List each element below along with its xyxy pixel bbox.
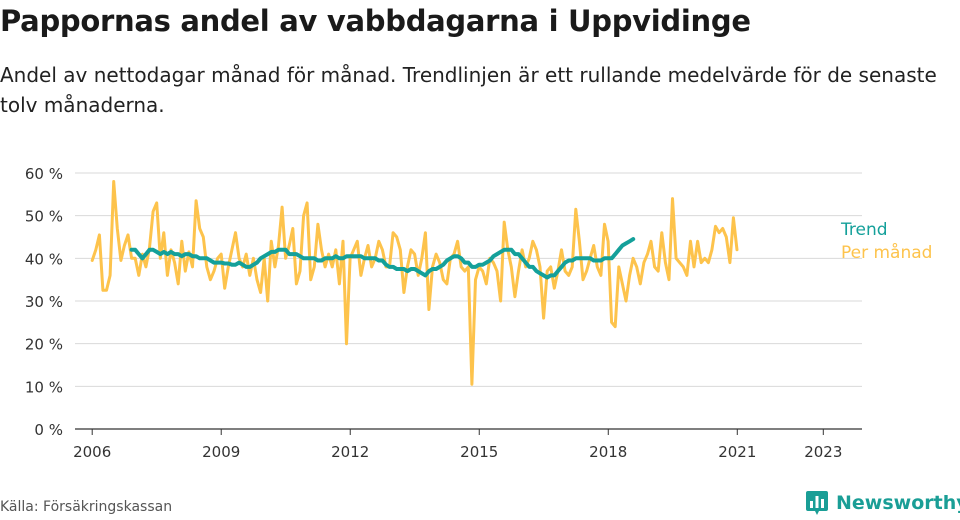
y-tick-label: 60 %	[25, 165, 63, 183]
y-tick-label: 50 %	[25, 208, 63, 226]
x-tick-label: 2006	[73, 443, 111, 461]
newsworthy-logo-icon	[806, 491, 828, 515]
x-tick-label: 2015	[460, 443, 498, 461]
y-tick-label: 20 %	[25, 336, 63, 354]
page-subtitle: Andel av nettodagar månad för månad. Tre…	[0, 63, 937, 117]
y-tick-label: 0 %	[34, 421, 63, 439]
y-tick-label: 10 %	[25, 378, 63, 396]
page-title: Pappornas andel av vabbdagarna i Uppvidi…	[0, 4, 751, 38]
series-line-trend	[129, 237, 636, 280]
x-tick-label: 2023	[804, 443, 842, 461]
y-axis-tick-labels: 0 % 10 % 20 % 30 % 40 % 50 % 60 %	[25, 165, 63, 439]
legend-label-trend: Trend	[840, 220, 888, 240]
brand-logo[interactable]: Newsworthy	[805, 490, 960, 516]
x-tick-label: 2012	[331, 443, 369, 461]
legend-label-per-manad: Per månad	[841, 242, 932, 263]
series-lines	[90, 180, 739, 386]
series-line-per-manad	[90, 180, 739, 386]
x-tick-label: 2021	[718, 443, 756, 461]
brand-name: Newsworthy	[836, 492, 960, 514]
y-tick-label: 40 %	[25, 250, 63, 268]
x-tick-label: 2018	[589, 443, 627, 461]
x-tick-label: 2009	[202, 443, 240, 461]
source-note: Källa: Försäkringskassan	[0, 499, 173, 515]
x-axis: 2006 2009 2012 2015 2018 2021 2023	[73, 428, 862, 461]
y-tick-label: 30 %	[25, 293, 63, 311]
